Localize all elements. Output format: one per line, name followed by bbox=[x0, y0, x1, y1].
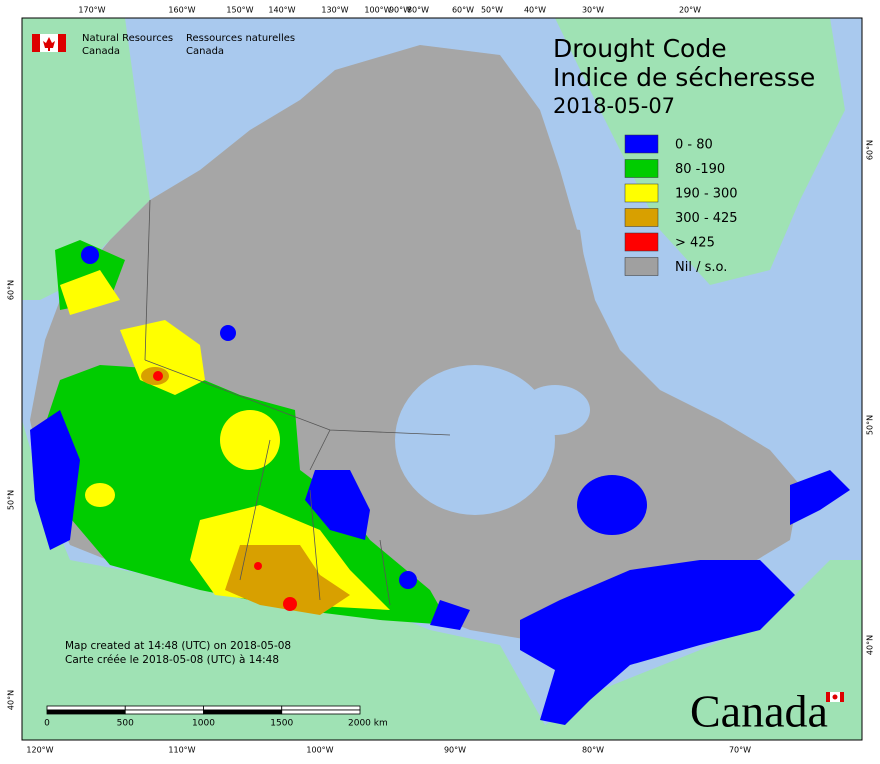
scale-segment bbox=[203, 709, 283, 715]
class-gt-425 bbox=[254, 562, 262, 570]
usa bbox=[22, 420, 862, 740]
maple-leaf bbox=[832, 694, 838, 700]
graticule-label: 80°W bbox=[407, 6, 429, 15]
scale-segment bbox=[203, 705, 283, 711]
class-0-80 bbox=[430, 600, 470, 630]
graticule-label: 150°W bbox=[226, 6, 253, 15]
graticule-label: 60°N bbox=[866, 140, 875, 160]
graticule-label: 170°W bbox=[78, 6, 105, 15]
scale-label: 0 bbox=[44, 719, 50, 729]
graticule-label: 20°W bbox=[679, 6, 701, 15]
maple-leaf bbox=[43, 37, 55, 51]
graticule-label: 100°W bbox=[306, 746, 333, 755]
greenland bbox=[555, 18, 845, 285]
hudson-strait bbox=[520, 385, 590, 435]
class-0-80 bbox=[220, 325, 236, 341]
title: Indice de sécheresse bbox=[553, 63, 815, 92]
alaska bbox=[22, 18, 150, 300]
frame-border bbox=[21, 17, 863, 741]
graticule-label: 90°W bbox=[389, 6, 411, 15]
flag-bar bbox=[840, 692, 844, 702]
legend-swatch bbox=[624, 208, 659, 227]
scale-segment bbox=[46, 705, 126, 711]
class-0-80 bbox=[399, 571, 417, 589]
graticule-label: 100°W bbox=[364, 6, 391, 15]
class-80-190 bbox=[40, 365, 450, 625]
scale-label: 1000 bbox=[192, 719, 215, 729]
class-0-80 bbox=[520, 560, 795, 725]
province-borders bbox=[144, 199, 451, 606]
title-date: 2018-05-07 bbox=[553, 94, 675, 118]
scale-label: 1500 bbox=[270, 719, 293, 729]
graticule-label: 60°N bbox=[7, 280, 16, 300]
graticule-label: 160°W bbox=[168, 6, 195, 15]
class-0-80 bbox=[790, 470, 850, 525]
map-frame bbox=[22, 18, 862, 740]
graticule-label: 70°W bbox=[729, 746, 751, 755]
scale-segment bbox=[281, 709, 361, 715]
logo-fr: Ressources naturelles bbox=[186, 33, 295, 44]
legend-swatch bbox=[624, 183, 659, 203]
class-190-300 bbox=[60, 270, 120, 315]
graticule-label: 40°N bbox=[7, 690, 16, 710]
legend-swatch bbox=[624, 257, 659, 276]
logo-fr: Canada bbox=[186, 46, 224, 57]
class-gt-425 bbox=[283, 597, 297, 611]
nrcan-logo bbox=[32, 34, 66, 52]
note: Map created at 14:48 (UTC) on 2018-05-08 bbox=[65, 640, 291, 652]
note: Carte créée le 2018-05-08 (UTC) à 14:48 bbox=[65, 654, 279, 666]
class-0-80 bbox=[81, 246, 99, 264]
legend-label: 300 - 425 bbox=[675, 211, 738, 226]
flag-bar bbox=[58, 34, 66, 52]
scale-segment bbox=[124, 705, 204, 711]
graticule-label: 30°W bbox=[582, 6, 604, 15]
scale-label: 500 bbox=[117, 719, 134, 729]
title: Drought Code bbox=[553, 34, 727, 63]
class-190-300 bbox=[85, 483, 115, 507]
legend-label: 80 -190 bbox=[675, 162, 725, 177]
graticule-label: 50°N bbox=[866, 415, 875, 435]
legend-swatch bbox=[624, 232, 659, 252]
wordmark-flag bbox=[826, 692, 844, 702]
graticule-label: 60°W bbox=[452, 6, 474, 15]
arctic-islands bbox=[250, 80, 590, 320]
wordmark: Canada bbox=[690, 686, 828, 737]
graticule-label: 90°W bbox=[444, 746, 466, 755]
graticule-label: 130°W bbox=[321, 6, 348, 15]
scale-segment bbox=[281, 705, 361, 711]
logo-en: Natural Resources bbox=[82, 33, 173, 44]
legend-label: > 425 bbox=[675, 236, 715, 251]
class-0-80 bbox=[30, 410, 80, 550]
class-190-300 bbox=[220, 410, 280, 470]
graticule-label: 110°W bbox=[168, 746, 195, 755]
graticule-label: 50°W bbox=[481, 6, 503, 15]
class-0-80 bbox=[577, 475, 647, 535]
graticule-label: 40°N bbox=[866, 635, 875, 655]
logo-en: Canada bbox=[82, 46, 120, 57]
flag-bar bbox=[32, 34, 40, 52]
class-gt-425 bbox=[153, 371, 163, 381]
flag-bar bbox=[826, 692, 830, 702]
hudson-bay bbox=[395, 365, 555, 515]
scale-segment bbox=[124, 709, 204, 715]
legend-label: 0 - 80 bbox=[675, 138, 713, 153]
legend-swatch bbox=[624, 134, 659, 154]
legend-label: 190 - 300 bbox=[675, 187, 738, 202]
legend-label: Nil / s.o. bbox=[675, 260, 727, 275]
graticule-label: 50°N bbox=[7, 490, 16, 510]
scale-segment bbox=[46, 709, 126, 715]
class-0-80 bbox=[305, 470, 370, 540]
graticule-label: 40°W bbox=[524, 6, 546, 15]
legend-swatch bbox=[624, 159, 659, 178]
graticule-label: 80°W bbox=[582, 746, 604, 755]
graticule-label: 120°W bbox=[26, 746, 53, 755]
graticule-label: 140°W bbox=[268, 6, 295, 15]
scale-label: 2000 km bbox=[348, 719, 388, 729]
